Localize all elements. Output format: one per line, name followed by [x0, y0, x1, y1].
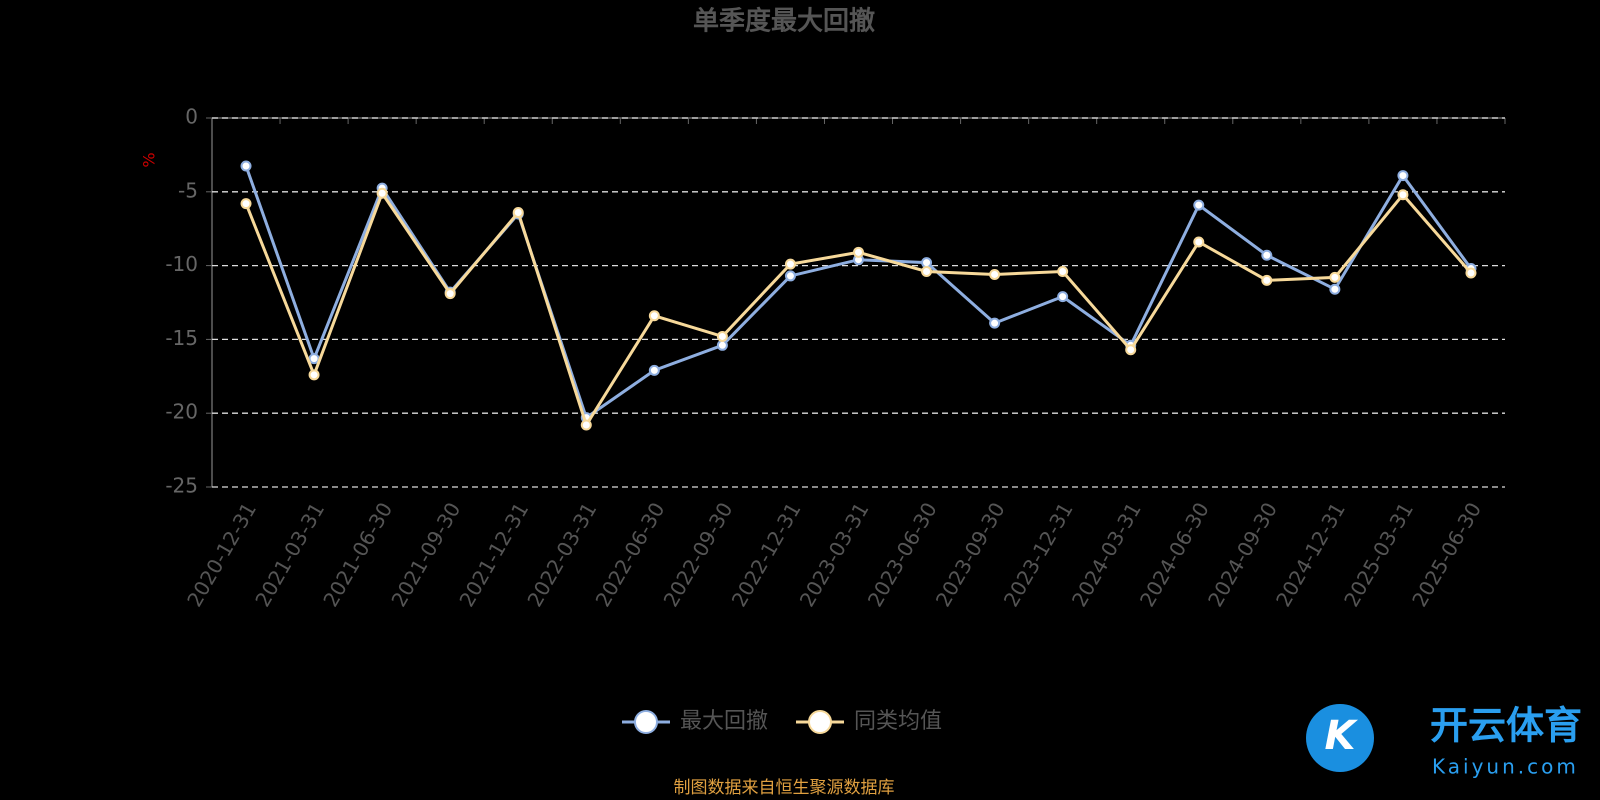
x-tick-label: 2020-12-31 [182, 498, 261, 611]
data-point [989, 268, 1001, 280]
data-point [444, 288, 456, 300]
logo-icon [1306, 704, 1374, 772]
x-tick-label: 2022-03-31 [522, 498, 601, 611]
y-tick-label: -25 [165, 474, 198, 498]
y-axis-label: % [140, 152, 159, 167]
x-tick-label: 2022-09-30 [659, 498, 738, 611]
x-tick-label: 2025-03-31 [1339, 498, 1418, 611]
watermark-url: Kaiyun.com [1432, 755, 1579, 779]
data-point [580, 419, 592, 431]
data-point [716, 339, 728, 351]
data-point [1329, 283, 1341, 295]
data-point [1329, 271, 1341, 283]
data-point [1261, 249, 1273, 261]
logo-letter: K [1325, 713, 1359, 759]
data-point [308, 369, 320, 381]
x-tick-label: 2021-12-31 [454, 498, 533, 611]
data-point [1397, 170, 1409, 182]
series-line [244, 165, 1473, 421]
legend-marker [634, 710, 658, 734]
x-tick-label: 2023-03-31 [795, 498, 874, 611]
y-tick-label: -20 [165, 400, 198, 424]
data-point [989, 317, 1001, 329]
data-point [921, 266, 933, 278]
x-tick-label: 2025-06-30 [1407, 498, 1486, 611]
series-line [244, 190, 1473, 429]
y-tick-label: -5 [178, 178, 198, 202]
data-point [376, 187, 388, 199]
data-point [512, 206, 524, 218]
x-tick-label: 2021-06-30 [318, 498, 397, 611]
data-point [240, 198, 252, 210]
x-tick-label: 2024-09-30 [1203, 498, 1282, 611]
data-point [716, 330, 728, 342]
data-point [1261, 274, 1273, 286]
watermark-brand: 开云体育 [1430, 704, 1582, 748]
series [240, 187, 1477, 431]
x-tick-label: 2024-06-30 [1135, 498, 1214, 611]
legend-label: 最大回撤 [680, 709, 768, 734]
x-tick-label: 2024-12-31 [1271, 498, 1350, 611]
y-tick-label: -15 [165, 326, 198, 350]
data-point [1125, 344, 1137, 356]
legend-label: 同类均值 [854, 709, 942, 734]
data-point [240, 160, 252, 172]
source-note: 制图数据来自恒生聚源数据库 [674, 778, 895, 798]
x-tick-label: 2023-12-31 [999, 498, 1078, 611]
data-point [1465, 267, 1477, 279]
watermark: K 开云体育 Kaiyun.com [1306, 704, 1582, 779]
x-tick-label: 2021-09-30 [386, 498, 465, 611]
data-point [308, 353, 320, 365]
data-point [1057, 291, 1069, 303]
series [240, 160, 1477, 424]
legend: 最大回撤 同类均值 [622, 709, 942, 734]
x-tick-label: 2023-06-30 [863, 498, 942, 611]
data-point [853, 246, 864, 258]
x-tick-label: 2024-03-31 [1067, 498, 1146, 611]
x-tick-label: 2021-03-31 [250, 498, 329, 611]
data-point [1397, 189, 1409, 201]
x-tick-label: 2023-09-30 [931, 498, 1010, 611]
y-tick-label: -10 [165, 252, 198, 276]
data-point [1193, 199, 1205, 211]
data-point [1057, 266, 1069, 278]
chart-title: 单季度最大回撤 [693, 6, 875, 37]
data-point [1193, 236, 1205, 248]
data-point [648, 310, 660, 322]
x-tick-label: 2022-12-31 [727, 498, 806, 611]
x-tick-label: 2022-06-30 [591, 498, 670, 611]
data-point [784, 270, 796, 282]
data-point [648, 364, 660, 376]
data-point [784, 258, 796, 270]
data-point [921, 257, 933, 269]
legend-marker [808, 710, 832, 734]
y-tick-label: 0 [185, 105, 198, 129]
